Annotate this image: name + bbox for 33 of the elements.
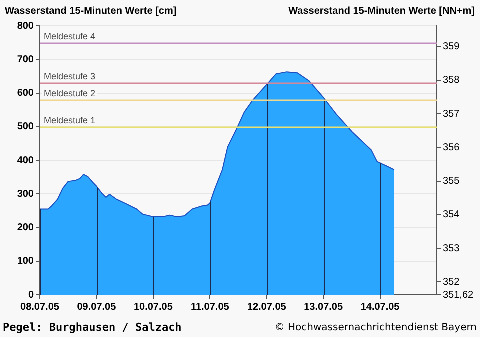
y2-tick-label: 358 bbox=[443, 75, 460, 86]
x-tick-label: 12.07.05 bbox=[247, 302, 287, 313]
y2-tick-label: 357 bbox=[443, 108, 460, 120]
y2-tick-label: 351,62 bbox=[443, 290, 474, 301]
y2-tick-label: 359 bbox=[443, 42, 460, 53]
y-tick-label: 200 bbox=[17, 222, 34, 234]
ref-line-label: Meldestufe 3 bbox=[44, 71, 96, 82]
ref-line-label: Meldestufe 4 bbox=[44, 31, 96, 42]
y2-axis-title: Wasserstand 15-Minuten Werte [NN+m] bbox=[288, 6, 475, 17]
ref-line-label: Meldestufe 2 bbox=[44, 88, 96, 98]
y2-tick-label: 356 bbox=[443, 142, 460, 154]
text: © Hochwassernachrichtendienst Bayern bbox=[274, 322, 477, 334]
x-tick-label: 09.07.05 bbox=[77, 302, 117, 313]
ref-line-label: Meldestufe 1 bbox=[44, 115, 96, 126]
y-tick-label: 500 bbox=[17, 122, 34, 133]
y-tick-label: 400 bbox=[17, 155, 34, 166]
y2-tick-label: 354 bbox=[443, 210, 460, 221]
y-tick-label: 100 bbox=[17, 256, 34, 268]
y2-tick-label: 352 bbox=[443, 276, 460, 288]
x-tick-label: 10.07.05 bbox=[134, 302, 174, 313]
y2-tick-label: 355 bbox=[443, 176, 460, 188]
x-tick-label: 08.07.05 bbox=[20, 302, 60, 313]
y-tick-label: 0 bbox=[28, 290, 34, 301]
x-tick-label: 14.07.05 bbox=[360, 302, 400, 313]
y-axis-title: Wasserstand 15-Minuten Werte [cm] bbox=[5, 6, 177, 17]
x-tick-label: 13.07.05 bbox=[304, 302, 344, 313]
y-tick-label: 700 bbox=[17, 54, 34, 66]
x-tick-label: 11.07.05 bbox=[190, 302, 230, 313]
y2-tick-label: 353 bbox=[443, 243, 460, 254]
y-tick-label: 300 bbox=[17, 188, 34, 200]
y-tick-label: 800 bbox=[17, 20, 34, 32]
text: Pegel: Burghausen / Salzach bbox=[3, 320, 182, 334]
y-tick-label: 600 bbox=[17, 88, 34, 99]
